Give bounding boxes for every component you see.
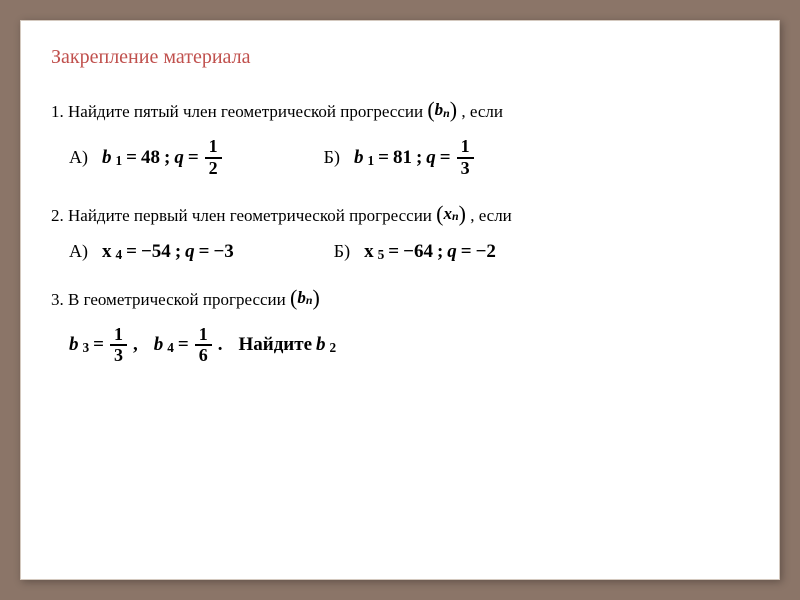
- sub: 3: [83, 340, 90, 356]
- equals: =: [388, 241, 399, 263]
- sub: 5: [378, 247, 385, 263]
- problem-2-text: 2. Найдите первый член геометрической пр…: [51, 201, 749, 227]
- q-var: q: [185, 241, 195, 263]
- find-sub: 2: [330, 340, 337, 356]
- b3-expr: b3 = 1 3 ,: [69, 325, 138, 367]
- sub: 1: [116, 153, 123, 169]
- semicolon: ;: [416, 147, 422, 169]
- problem-1-options: A) b1 = 48; q = 1 2 Б) b1 =: [69, 137, 749, 179]
- val: 48: [141, 147, 160, 169]
- right-paren: ): [459, 201, 466, 227]
- equals: =: [199, 241, 210, 263]
- semicolon: ;: [437, 241, 443, 263]
- equals: =: [461, 241, 472, 263]
- formula-1b: b1 = 81; q = 1 3: [354, 137, 476, 179]
- val: −64: [403, 241, 433, 263]
- left-paren: (: [290, 285, 297, 311]
- problem-3-text-part1: 3. В геометрической прогрессии: [51, 290, 290, 309]
- formula-2b: x5 = −64; q = −2: [364, 241, 496, 263]
- equals: =: [378, 147, 389, 169]
- fraction: 1 3: [110, 325, 127, 367]
- equals: =: [126, 147, 137, 169]
- problem-1a: A) b1 = 48; q = 1 2: [69, 137, 224, 179]
- q-var: q: [426, 147, 436, 169]
- fraction: 1 2: [205, 137, 222, 179]
- problem-2-sequence: ( x n ): [436, 201, 466, 227]
- var: x: [364, 241, 374, 263]
- problem-1-text: 1. Найдите пятый член геометрической про…: [51, 97, 749, 123]
- find-expr: Найдите b2: [238, 334, 336, 356]
- numerator: 1: [457, 137, 474, 159]
- seq-sub: n: [443, 106, 450, 121]
- problem-2: 2. Найдите первый член геометрической пр…: [51, 201, 749, 263]
- denominator: 6: [195, 346, 212, 366]
- problem-3-text: 3. В геометрической прогрессии ( b n ): [51, 285, 749, 311]
- problem-1b: Б) b1 = 81; q = 1 3: [324, 137, 476, 179]
- period: .: [218, 334, 223, 356]
- problem-2b: Б) x5 = −64; q = −2: [334, 241, 496, 263]
- equals: =: [440, 147, 451, 169]
- fraction: 1 6: [195, 325, 212, 367]
- seq-var: b: [297, 288, 306, 308]
- label-b: Б): [334, 241, 350, 262]
- val: 81: [393, 147, 412, 169]
- q-var: q: [447, 241, 457, 263]
- equals: =: [178, 334, 189, 356]
- var: b: [102, 147, 112, 169]
- label-b: Б): [324, 147, 340, 168]
- slide-container: Закрепление материала 1. Найдите пятый ч…: [20, 20, 780, 580]
- semicolon: ;: [164, 147, 170, 169]
- q-val: −2: [476, 241, 496, 263]
- problem-1-text-part1: 1. Найдите пятый член геометрической про…: [51, 102, 427, 121]
- right-paren: ): [312, 285, 319, 311]
- slide-title: Закрепление материала: [51, 46, 749, 69]
- sub: 1: [367, 153, 374, 169]
- problem-2-text-part1: 2. Найдите первый член геометрической пр…: [51, 206, 436, 225]
- var: b: [354, 147, 364, 169]
- find-var: b: [316, 334, 326, 356]
- denominator: 3: [457, 159, 474, 179]
- problem-3: 3. В геометрической прогрессии ( b n ) b…: [51, 285, 749, 367]
- problem-1-text-part2: , если: [461, 102, 503, 121]
- problem-2-options: A) x4 = −54; q = −3 Б) x5 = −64; q =: [69, 241, 749, 263]
- semicolon: ;: [175, 241, 181, 263]
- problem-3-sequence: ( b n ): [290, 285, 320, 311]
- numerator: 1: [110, 325, 127, 347]
- find-text: Найдите: [238, 334, 312, 356]
- var: b: [69, 334, 79, 356]
- q-val: −3: [213, 241, 233, 263]
- equals: =: [126, 241, 137, 263]
- problem-2a: A) x4 = −54; q = −3: [69, 241, 234, 263]
- seq-sub: n: [306, 293, 313, 308]
- seq-var: b: [435, 100, 444, 120]
- problem-2-text-part2: , если: [470, 206, 512, 225]
- formula-1a: b1 = 48; q = 1 2: [102, 137, 224, 179]
- denominator: 2: [205, 159, 222, 179]
- formula-2a: x4 = −54; q = −3: [102, 241, 234, 263]
- fraction: 1 3: [457, 137, 474, 179]
- equals: =: [188, 147, 199, 169]
- comma: ,: [133, 334, 138, 356]
- val: −54: [141, 241, 171, 263]
- problem-3-formula-row: b3 = 1 3 , b4 = 1 6 . Найдите b2: [69, 325, 749, 367]
- var: x: [102, 241, 112, 263]
- numerator: 1: [205, 137, 222, 159]
- b4-expr: b4 = 1 6 .: [154, 325, 223, 367]
- label-a: A): [69, 147, 88, 168]
- numerator: 1: [195, 325, 212, 347]
- sub: 4: [116, 247, 123, 263]
- sub: 4: [167, 340, 174, 356]
- label-a: A): [69, 241, 88, 262]
- left-paren: (: [427, 97, 434, 123]
- seq-var: x: [443, 204, 452, 224]
- var: b: [154, 334, 164, 356]
- problem-1: 1. Найдите пятый член геометрической про…: [51, 97, 749, 179]
- denominator: 3: [110, 346, 127, 366]
- seq-sub: n: [452, 209, 459, 224]
- problem-1-sequence: ( b n ): [427, 97, 457, 123]
- q-var: q: [174, 147, 184, 169]
- equals: =: [93, 334, 104, 356]
- right-paren: ): [450, 97, 457, 123]
